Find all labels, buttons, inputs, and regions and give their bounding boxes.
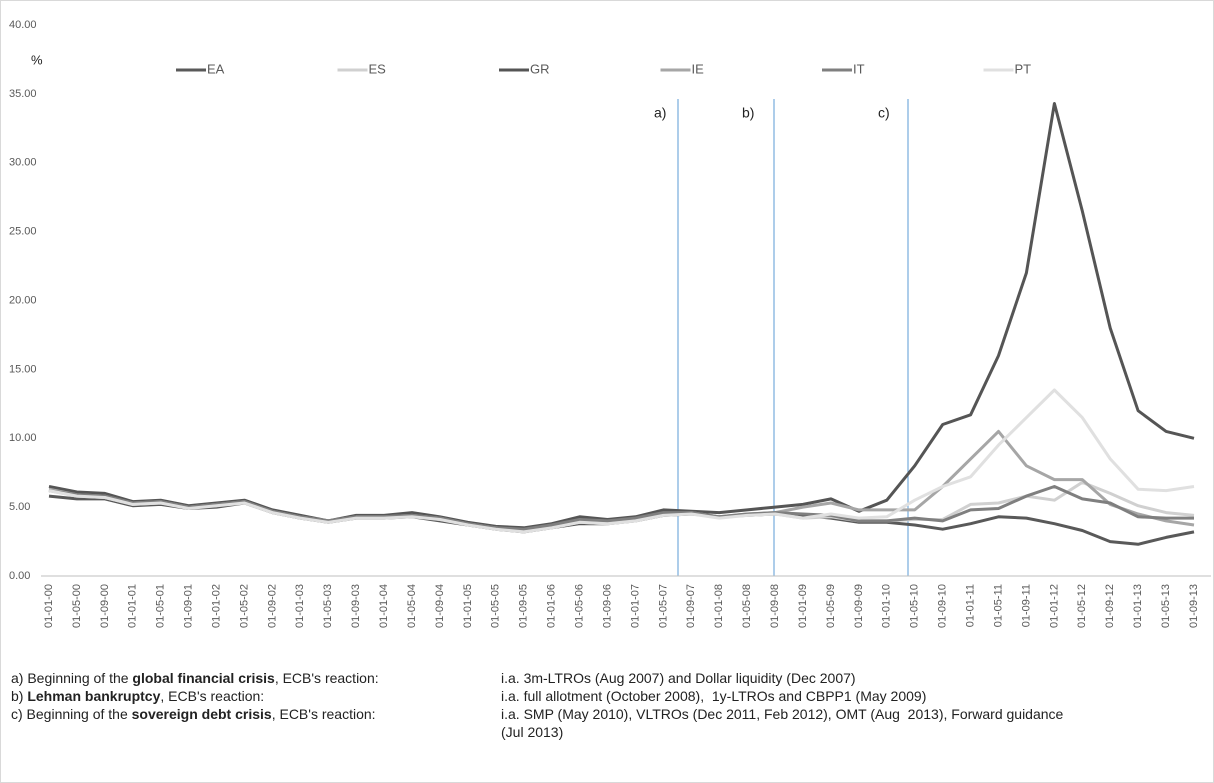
x-tick-label: 01-05-06 xyxy=(574,584,586,628)
legend-label: EA xyxy=(207,61,225,76)
note-suffix: , ECB's reaction: xyxy=(271,706,376,722)
legend-label: PT xyxy=(1015,61,1032,76)
y-tick-label: 15.00 xyxy=(9,363,37,375)
x-tick-label: 01-05-05 xyxy=(490,584,502,628)
y-tick-label: 10.00 xyxy=(9,432,37,444)
chart: % a) b) c) 0.00 5.00 10.00 15.00 20.00 25.00 3… xyxy=(9,19,1211,628)
x-tick-label: 01-05-00 xyxy=(71,584,83,628)
note-detail: i.a. full allotment (October 2008), 1y-L… xyxy=(501,688,927,704)
note-prefix: a) Beginning of the xyxy=(11,670,133,686)
y-tick-label: 0.00 xyxy=(9,570,30,582)
x-tick-label: 01-09-08 xyxy=(769,584,781,628)
x-tick-label: 01-01-09 xyxy=(797,584,809,628)
note-bold: sovereign debt crisis xyxy=(131,706,272,722)
x-tick-label: 01-01-07 xyxy=(629,584,641,628)
event-label: c) xyxy=(878,105,890,121)
note-detail: i.a. 3m-LTROs (Aug 2007) and Dollar liqu… xyxy=(501,670,856,686)
x-tick-label: 01-01-12 xyxy=(1048,584,1060,628)
series-line xyxy=(48,102,1195,530)
x-tick-label: 01-05-08 xyxy=(741,584,753,628)
x-tick-label: 01-05-02 xyxy=(238,584,250,628)
x-tick-label: 01-01-06 xyxy=(546,584,558,628)
note-prefix: b) xyxy=(11,688,28,704)
x-tick-label: 01-09-11 xyxy=(1020,584,1032,627)
x-tick-label: 01-01-10 xyxy=(881,584,893,628)
x-tick-label: 01-01-08 xyxy=(713,584,725,628)
x-tick-label: 01-01-02 xyxy=(210,584,222,628)
note-row: b) Lehman bankruptcy, ECB's reaction: i.a… xyxy=(11,687,1081,705)
x-tick-label: 01-09-02 xyxy=(266,584,278,628)
x-tick-label: 01-01-05 xyxy=(462,584,474,628)
series-line xyxy=(48,429,1195,532)
x-tick-label: 01-09-04 xyxy=(434,584,446,628)
x-tick-label: 01-09-06 xyxy=(601,584,613,628)
note-label: a) Beginning of the global financial cri… xyxy=(11,669,501,687)
y-tick-label: 20.00 xyxy=(9,294,37,306)
y-tick-label: 30.00 xyxy=(9,157,37,169)
legend-label: IE xyxy=(692,61,705,76)
y-unit: % xyxy=(31,52,43,67)
x-tick-label: 01-09-07 xyxy=(685,584,697,628)
y-tick-label: 35.00 xyxy=(9,88,37,100)
x-tick-label: 01-05-01 xyxy=(155,584,167,628)
legend-label: GR xyxy=(530,61,550,76)
note-detail: i.a. SMP (May 2010), VLTROs (Dec 2011, F… xyxy=(501,706,1068,740)
x-tick-label: 01-09-10 xyxy=(937,584,949,628)
x-tick-label: 01-05-09 xyxy=(825,584,837,628)
x-tick-label: 01-09-01 xyxy=(183,584,195,628)
x-tick-label: 01-01-04 xyxy=(378,584,390,628)
note-label: b) Lehman bankruptcy, ECB's reaction: xyxy=(11,687,501,705)
y-tick-label: 40.00 xyxy=(9,19,37,31)
x-tick-label: 01-09-13 xyxy=(1188,584,1200,628)
x-tick-label: 01-05-07 xyxy=(657,584,669,628)
x-tick-label: 01-01-01 xyxy=(127,584,139,628)
x-tick-label: 01-01-00 xyxy=(43,584,55,628)
x-tick-label: 01-09-09 xyxy=(853,584,865,628)
x-tick-label: 01-01-03 xyxy=(294,584,306,628)
note-bold: Lehman bankruptcy xyxy=(27,688,161,704)
x-tick-label: 01-09-12 xyxy=(1104,584,1116,628)
note-label: c) Beginning of the sovereign debt crisi… xyxy=(11,705,501,741)
notes: a) Beginning of the global financial cri… xyxy=(11,669,1081,741)
x-tick-label: 01-05-04 xyxy=(406,584,418,628)
series-line xyxy=(48,388,1195,534)
note-row: a) Beginning of the global financial cri… xyxy=(11,669,1081,687)
x-tick-label: 01-05-10 xyxy=(909,584,921,628)
event-label: b) xyxy=(742,105,754,121)
x-tick-label: 01-09-03 xyxy=(350,584,362,628)
x-tick-label: 01-05-12 xyxy=(1076,584,1088,628)
x-tick-label: 01-05-03 xyxy=(322,584,334,628)
note-suffix: , ECB's reaction: xyxy=(160,688,265,704)
x-tick-label: 01-09-05 xyxy=(518,584,530,628)
y-tick-label: 25.00 xyxy=(9,226,37,238)
event-label: a) xyxy=(654,105,666,121)
note-prefix: c) Beginning of the xyxy=(11,706,132,722)
legend-label: IT xyxy=(853,61,865,76)
x-tick-label: 01-01-11 xyxy=(964,584,976,627)
legend-label: ES xyxy=(369,61,387,76)
x-tick-label: 01-05-13 xyxy=(1160,584,1172,628)
y-tick-label: 5.00 xyxy=(9,501,30,513)
x-tick-label: 01-01-13 xyxy=(1132,584,1144,628)
note-suffix: , ECB's reaction: xyxy=(274,670,379,686)
note-bold: global financial crisis xyxy=(132,670,275,686)
x-tick-label: 01-09-00 xyxy=(99,584,111,628)
x-tick-label: 01-05-11 xyxy=(992,584,1004,627)
note-row: c) Beginning of the sovereign debt crisi… xyxy=(11,705,1081,741)
